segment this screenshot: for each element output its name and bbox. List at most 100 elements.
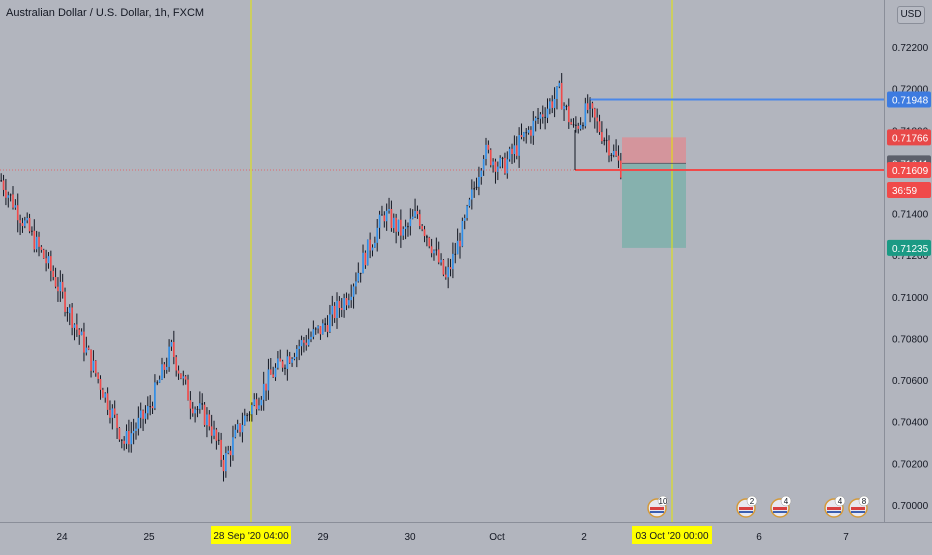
candle-body <box>603 139 606 142</box>
candle-body <box>575 124 577 126</box>
candle-body <box>68 307 71 314</box>
candle-body <box>435 249 438 251</box>
candle-body <box>106 393 109 410</box>
crosshair-label: 03 Oct '20 00:00 <box>635 531 709 542</box>
crosshair-label: 28 Sep '20 04:00 <box>213 531 289 542</box>
price-label-bg <box>887 182 931 199</box>
candle-body <box>262 383 265 400</box>
price-label-stop-loss: 0.71766 <box>892 133 929 144</box>
candle-body <box>5 189 7 198</box>
time-tick-label: 6 <box>756 532 762 543</box>
stop-loss-zone <box>622 137 686 164</box>
candle-body <box>78 329 81 335</box>
candle-body <box>615 150 617 156</box>
candle-body <box>392 217 395 229</box>
candle-body <box>556 86 558 99</box>
candle-body <box>47 256 50 264</box>
candle-body <box>90 349 92 371</box>
candle-body <box>243 415 246 425</box>
candle-body <box>2 180 5 190</box>
candle-body <box>333 305 336 319</box>
candle-body <box>428 237 431 247</box>
candle-body <box>374 242 376 248</box>
price-tick-label: 0.70600 <box>892 376 929 387</box>
price-label-bg <box>887 129 931 146</box>
candle-body <box>196 408 199 410</box>
candle-body <box>120 439 123 441</box>
event-badge-count: 4 <box>784 497 789 506</box>
position-zones <box>622 137 686 248</box>
candle-body <box>180 373 182 379</box>
candle-body <box>584 103 587 127</box>
candle-body <box>433 250 435 254</box>
crosshair-label-bg <box>211 526 291 544</box>
take-profit-zone <box>622 163 686 248</box>
candle-body <box>520 135 523 137</box>
candle-body <box>409 218 412 227</box>
candle-body <box>480 170 483 177</box>
event-badges: 10 2 4 4 8 <box>647 495 870 518</box>
candle-body <box>241 424 244 433</box>
event-badge-stripe <box>827 507 841 510</box>
candle-body <box>348 300 350 306</box>
candle-body <box>73 324 76 328</box>
candle-body <box>31 230 33 232</box>
candle-body <box>35 236 38 250</box>
candle-body <box>21 223 24 227</box>
candle-body <box>513 145 516 155</box>
candle-body <box>508 148 511 160</box>
candle-body <box>489 149 492 166</box>
candle-body <box>246 414 248 416</box>
level-lines <box>0 98 884 172</box>
candle-body <box>321 323 324 335</box>
candle-body <box>187 379 189 401</box>
time-tick-label: 29 <box>317 532 329 543</box>
candle-body <box>14 205 17 208</box>
event-badge-count-bg <box>657 495 669 507</box>
candle-body <box>225 453 227 472</box>
chart-title: Australian Dollar / U.S. Dollar, 1h, FXC… <box>6 7 205 19</box>
candle-body <box>452 253 454 270</box>
candle-body <box>596 117 598 122</box>
time-axis: 24 25 29 30 Oct 2 6 7 28 Sep '20 04:00 03 Oct '20… <box>0 522 932 544</box>
currency-button[interactable]: USD <box>897 6 925 24</box>
candle-body <box>504 157 506 174</box>
candle-body <box>390 209 393 229</box>
candle-body <box>28 218 31 232</box>
candle-body <box>605 139 608 141</box>
candle-body <box>411 216 414 219</box>
price-tick-label: 0.70000 <box>892 501 929 512</box>
candle-body <box>239 424 241 433</box>
candle-body <box>532 120 535 136</box>
candle-body <box>12 194 14 208</box>
candle-body <box>168 346 170 367</box>
candle-body <box>191 408 194 414</box>
candle-body <box>293 356 296 359</box>
candle-body <box>470 189 473 200</box>
candle-body <box>404 226 407 229</box>
candle-body <box>102 389 104 398</box>
candle-body <box>227 450 230 454</box>
candle-body <box>234 429 237 438</box>
event-badge-count: 4 <box>838 497 843 506</box>
candle-body <box>50 256 52 271</box>
candle-body <box>248 414 251 416</box>
candle-body <box>307 339 310 346</box>
candle-body <box>137 417 140 429</box>
candle-body <box>397 219 400 232</box>
price-axis: 0.70000 0.70200 0.70400 0.70600 0.70800 0.710… <box>884 0 931 522</box>
candle-body <box>189 400 192 409</box>
candle-body <box>125 430 128 444</box>
candle-body <box>258 405 260 410</box>
candle-body <box>601 132 603 142</box>
candle-body <box>135 428 137 431</box>
event-badge-stripe <box>739 507 753 510</box>
candle-body <box>506 159 509 174</box>
price-tick-label: 0.72200 <box>892 43 929 54</box>
price-tick-label: 0.72000 <box>892 85 929 96</box>
event-badge-stripe <box>851 511 865 513</box>
candle-body <box>61 281 64 292</box>
candle-body <box>229 450 232 456</box>
